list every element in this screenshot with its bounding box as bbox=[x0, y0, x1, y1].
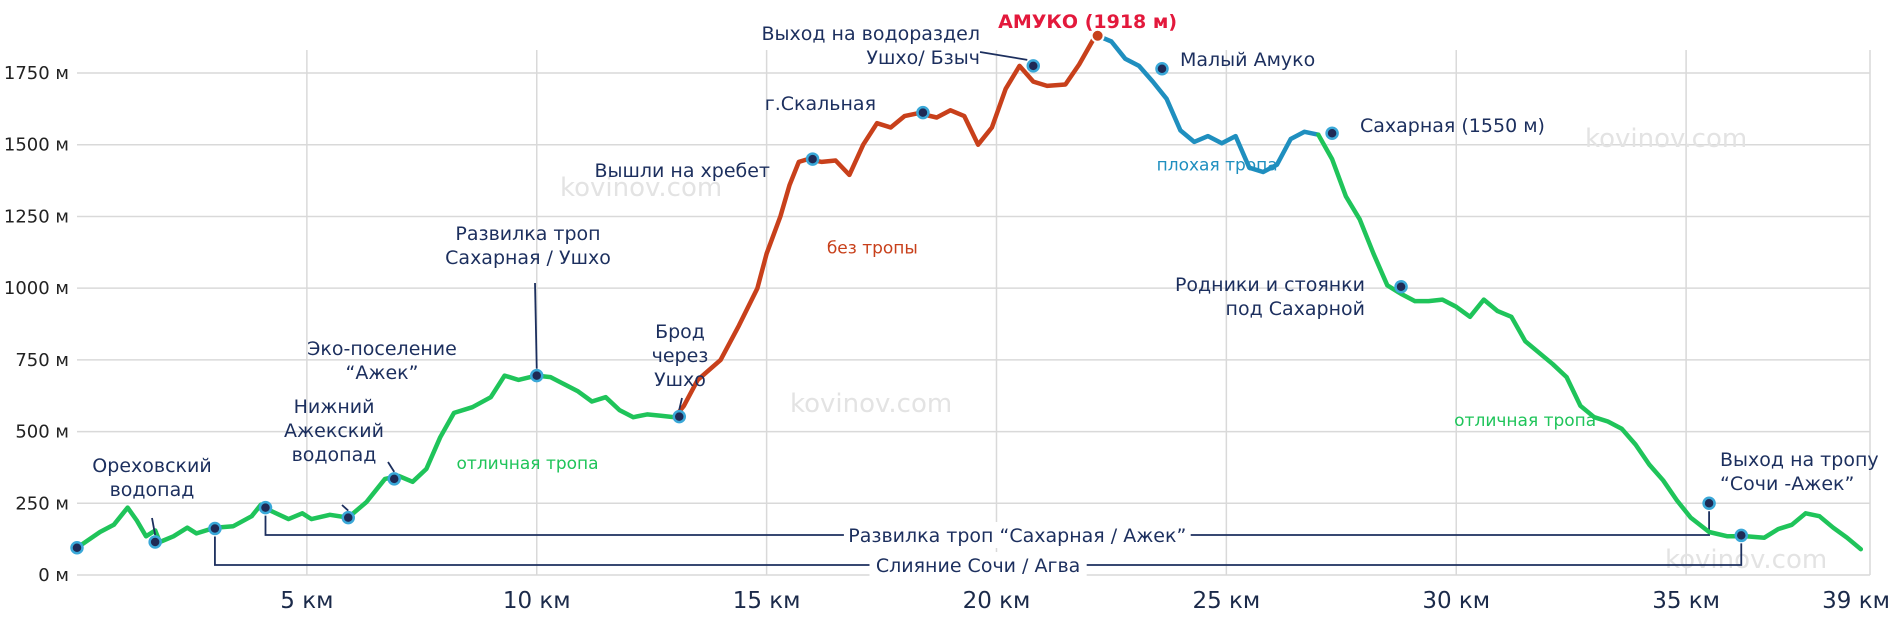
x-tick-label: 20 км bbox=[963, 588, 1031, 614]
section-label: без тропы bbox=[827, 239, 918, 259]
watermarks: kovinov.com kovinov.com kovinov.com kovi… bbox=[560, 124, 1827, 575]
annotation-label: Вышли на хребет bbox=[594, 160, 770, 182]
elevation-segment bbox=[672, 33, 1100, 420]
y-tick-label: 1250 м bbox=[4, 206, 69, 227]
watermark: kovinov.com bbox=[1585, 124, 1747, 154]
annotation-leader bbox=[678, 397, 683, 410]
annotation-label: Родники и стоянки bbox=[1175, 274, 1365, 296]
y-tick-label: 1500 м bbox=[4, 135, 69, 156]
markers bbox=[70, 28, 1749, 555]
x-tick-label: 30 км bbox=[1422, 588, 1490, 614]
watermark: kovinov.com bbox=[1665, 545, 1827, 575]
bracket-label: Слияние Сочи / Агва bbox=[876, 555, 1080, 577]
annotation-label: Ореховский bbox=[92, 455, 211, 477]
waypoint-marker bbox=[208, 521, 222, 536]
annotation-label: Развилка троп bbox=[455, 223, 600, 245]
annotation-label: Малый Амуко bbox=[1180, 49, 1315, 71]
bracket-label: Развилка троп “Сахарная / Ажек” bbox=[848, 525, 1186, 547]
annotation-leader bbox=[979, 51, 1028, 61]
section-labels: отличная тропа без тропы плохая тропа отлич… bbox=[457, 156, 1597, 474]
x-tick-label: 5 км bbox=[280, 588, 333, 614]
waypoint-marker bbox=[805, 152, 820, 166]
waypoint-marker bbox=[148, 535, 162, 549]
waypoint-marker bbox=[1702, 496, 1716, 511]
annotation-leader bbox=[387, 461, 395, 473]
x-tick-label: 25 км bbox=[1192, 588, 1260, 614]
section-label: отличная тропа bbox=[1454, 411, 1596, 431]
waypoint-marker bbox=[387, 472, 401, 486]
y-tick-label: 1750 м bbox=[4, 63, 69, 84]
axes: 0 м 250 м 500 м 750 м 1000 м 1250 м 1500 м 1750… bbox=[4, 63, 1890, 614]
y-tick-label: 500 м bbox=[15, 422, 69, 443]
section-label: отличная тропа bbox=[457, 454, 599, 474]
waypoint-marker bbox=[672, 409, 687, 424]
x-tick-label: 35 км bbox=[1652, 588, 1720, 614]
waypoint-marker bbox=[1394, 279, 1408, 294]
annotation-label: “Сочи -Ажек” bbox=[1720, 473, 1854, 495]
annotation-label: Сахарная / Ушхо bbox=[445, 247, 611, 269]
annotation-label: Нижний bbox=[294, 396, 375, 418]
section-label: плохая тропа bbox=[1157, 156, 1278, 176]
annotation-label: водопад bbox=[292, 444, 377, 466]
y-tick-label: 0 м bbox=[38, 565, 69, 586]
elevation-segment bbox=[1316, 132, 1864, 552]
y-tick-label: 1000 м bbox=[4, 278, 69, 299]
bracket-label-bg bbox=[869, 552, 1087, 578]
annotation-label: “Ажек” bbox=[346, 362, 419, 384]
annotation-label: г.Скальная bbox=[765, 93, 876, 115]
waypoint-marker bbox=[916, 105, 930, 120]
x-tick-label: 39 км bbox=[1822, 588, 1890, 614]
brackets: Развилка троп “Сахарная / Ажек” Слияние С… bbox=[214, 511, 1743, 578]
annotation-label: Эко-поселение bbox=[307, 338, 457, 360]
annotation-leader bbox=[341, 504, 349, 512]
bracket-label-bg bbox=[843, 522, 1191, 548]
x-tick-label: 10 км bbox=[503, 588, 571, 614]
y-tick-label: 750 м bbox=[15, 350, 69, 371]
watermark: kovinov.com bbox=[560, 173, 722, 203]
waypoint-marker bbox=[341, 510, 355, 525]
waypoint-marker bbox=[1155, 61, 1169, 76]
annotation-label: Ушхо/ Бзыч bbox=[866, 47, 980, 69]
annotation-leader bbox=[534, 282, 538, 369]
x-tick-label: 15 км bbox=[733, 588, 801, 614]
annotation-label: Выход на водораздел bbox=[761, 23, 980, 45]
annotation-label: Ушхо bbox=[654, 369, 706, 391]
waypoint-marker bbox=[258, 500, 273, 515]
peak-marker bbox=[1090, 28, 1105, 43]
annotation-label: Выход на тропу bbox=[1720, 449, 1879, 471]
annotation-leader bbox=[151, 517, 157, 536]
annotation-label: водопад bbox=[110, 479, 195, 501]
elevation-series bbox=[74, 33, 1864, 552]
watermark: kovinov.com bbox=[790, 389, 952, 419]
annotation-label: Брод bbox=[655, 321, 705, 343]
peak-label: АМУКО (1918 м) bbox=[998, 11, 1177, 33]
annotation-label: через bbox=[652, 345, 709, 367]
waypoint-marker bbox=[1026, 59, 1041, 73]
annotation-label: Сахарная (1550 м) bbox=[1360, 115, 1545, 137]
waypoint-marker bbox=[70, 541, 84, 555]
elevation-segment bbox=[1095, 33, 1321, 175]
annotation-label: Ажекский bbox=[284, 420, 384, 442]
waypoint-marker bbox=[1734, 528, 1749, 543]
waypoint-marker bbox=[1325, 126, 1339, 141]
annotation-label: под Сахарной bbox=[1226, 298, 1365, 320]
waypoint-marker bbox=[529, 368, 544, 383]
annotations: ОреховскийводопадНижнийАжекскийводопадЭк… bbox=[92, 11, 1879, 536]
grid bbox=[77, 50, 1871, 576]
y-tick-label: 250 м bbox=[15, 493, 69, 514]
